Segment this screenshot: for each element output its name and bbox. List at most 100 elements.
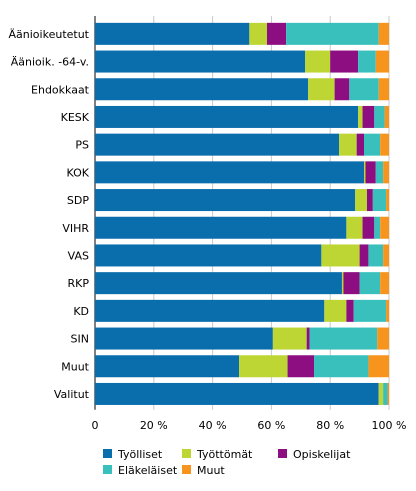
bar-segment xyxy=(362,216,375,239)
bar-segment xyxy=(95,105,359,128)
x-tick-label: 100 % xyxy=(372,419,407,432)
bar-segment xyxy=(95,299,325,322)
category-label: Muut xyxy=(61,360,89,373)
legend-swatch xyxy=(182,465,191,474)
bar-segment xyxy=(349,78,379,101)
bar-segment xyxy=(365,161,376,184)
bar-segment xyxy=(362,105,375,128)
bar-segment xyxy=(308,78,335,101)
bar-segment xyxy=(358,50,376,73)
category-label: SIN xyxy=(71,333,89,346)
bar-segment xyxy=(377,327,389,350)
legend-label: Opiskelijat xyxy=(293,448,351,461)
bar-segment xyxy=(383,161,389,184)
bar-segment xyxy=(375,161,384,184)
legend: Työlliset Työttömät Opiskelijat Eläkeläiset… xyxy=(103,448,351,477)
bar-segment xyxy=(374,216,381,239)
bar-segment xyxy=(386,189,389,212)
bar-segment xyxy=(358,105,363,128)
bar-segment xyxy=(305,50,331,73)
bar-segment xyxy=(287,355,315,378)
bar-segment xyxy=(380,133,389,156)
bar-segment xyxy=(372,189,387,212)
bar-segment xyxy=(364,133,381,156)
bar-segment xyxy=(346,216,363,239)
bar-segment xyxy=(314,355,369,378)
bar-segment xyxy=(353,299,387,322)
bar-segment xyxy=(306,327,310,350)
legend-swatch xyxy=(103,449,112,458)
category-label: PS xyxy=(75,139,89,152)
category-label: RKP xyxy=(68,277,90,290)
bar-segment xyxy=(355,189,367,212)
bar-segment xyxy=(309,327,378,350)
bar-segment xyxy=(286,22,379,45)
legend-swatch xyxy=(182,449,191,458)
bar-segment xyxy=(366,189,373,212)
bar-segment xyxy=(339,133,357,156)
x-tick-label: 80 % xyxy=(316,419,344,432)
bar-segment xyxy=(359,244,369,267)
x-tick-label: 20 % xyxy=(140,419,168,432)
bar-segment xyxy=(95,50,306,73)
category-labels: Äänioikeutetut Äänioik. -64-v. Ehdokkaat KE… xyxy=(9,28,90,401)
bar-segment xyxy=(378,22,389,45)
x-axis-ticks: 0 20 % 40 % 60 % 80 % 100 % xyxy=(92,419,407,432)
bar-segment xyxy=(95,216,347,239)
x-tick-label: 0 xyxy=(92,419,99,432)
legend-swatch xyxy=(278,449,287,458)
legend-label: Työttömät xyxy=(196,448,253,461)
bar-segment xyxy=(343,272,360,295)
bar-segment xyxy=(334,78,350,101)
bar-segment xyxy=(384,105,389,128)
bar-segment xyxy=(387,382,389,405)
category-label: VAS xyxy=(68,249,89,262)
bar-segment xyxy=(95,382,379,405)
bar-segment xyxy=(95,272,342,295)
legend-label: Eläkeläiset xyxy=(118,464,178,477)
category-label: KD xyxy=(73,305,89,318)
bar-segment xyxy=(356,133,365,156)
category-label: VIHR xyxy=(62,222,89,235)
gridlines xyxy=(94,16,390,410)
bar-segment xyxy=(368,355,389,378)
bar-segment xyxy=(364,161,366,184)
bar-segment xyxy=(375,50,389,73)
legend-label: Työlliset xyxy=(117,448,163,461)
category-label: Ehdokkaat xyxy=(31,83,90,96)
bar-segment xyxy=(272,327,307,350)
bar-segment xyxy=(386,299,389,322)
bar-segment xyxy=(249,22,267,45)
category-label: KESK xyxy=(61,111,90,124)
bar-segment xyxy=(359,272,381,295)
category-label: KOK xyxy=(67,166,90,179)
bar-segment xyxy=(95,22,250,45)
bar-segment xyxy=(239,355,288,378)
bar-segment xyxy=(324,299,347,322)
bar-segment xyxy=(346,299,354,322)
bar-segment xyxy=(380,272,389,295)
bar-segment xyxy=(378,382,384,405)
category-label: SDP xyxy=(67,194,89,207)
bar-segment xyxy=(95,133,340,156)
bar-segment xyxy=(95,355,240,378)
bar-segment xyxy=(95,161,365,184)
bars xyxy=(95,22,389,405)
legend-swatch xyxy=(103,465,112,474)
category-label: Äänioikeutetut xyxy=(9,28,90,41)
bar-segment xyxy=(321,244,360,267)
bar-segment xyxy=(383,244,389,267)
bar-segment xyxy=(95,78,309,101)
bar-segment xyxy=(341,272,344,295)
bar-segment xyxy=(380,216,389,239)
bar-segment xyxy=(95,189,356,212)
x-tick-label: 60 % xyxy=(257,419,285,432)
x-tick-label: 40 % xyxy=(199,419,227,432)
bar-segment xyxy=(383,382,388,405)
bar-segment xyxy=(95,244,322,267)
category-label: Valitut xyxy=(54,388,90,401)
bar-segment xyxy=(330,50,359,73)
bar-segment xyxy=(378,78,389,101)
bar-segment xyxy=(266,22,287,45)
